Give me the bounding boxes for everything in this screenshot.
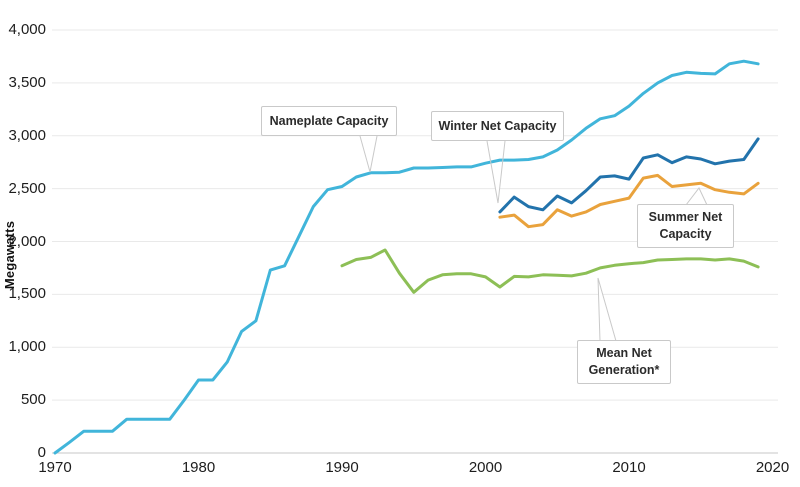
y-tick-label: 0 (37, 444, 46, 461)
y-axis-title: Megawatts (2, 220, 17, 290)
y-tick-label: 2,500 (8, 179, 46, 197)
annotation-winter-net-capacity: Winter Net Capacity (431, 111, 564, 141)
x-tick-label: 2000 (468, 459, 503, 476)
x-tick-label: 1990 (325, 459, 359, 476)
x-tick-label: 1980 (181, 459, 216, 476)
series-nameplate-capacity (53, 59, 760, 455)
callout-pointer-fill (360, 136, 377, 172)
y-tick-label: 3,500 (8, 73, 46, 91)
callout-pointer-outline (597, 277, 617, 342)
callout-pointer-outline (685, 187, 708, 206)
series-winter-net-capacity (498, 137, 760, 214)
y-tick-label: 500 (20, 391, 46, 409)
x-tick-label: 2020 (755, 459, 790, 476)
y-tick-label: 3,000 (8, 126, 46, 144)
annotation-summer-net-capacity: Summer Net Capacity (637, 204, 734, 248)
annotation-nameplate-capacity-label: Nameplate Capacity (269, 113, 389, 128)
annotation-summer-net-capacity-label: Summer Net Capacity (648, 210, 723, 241)
callout-pointer-outline (359, 135, 378, 173)
annotation-winter-net-capacity-label: Winter Net Capacity (438, 118, 557, 133)
x-tick-label: 1970 (38, 459, 72, 476)
series-mean-net-generation (340, 248, 760, 294)
callout-pointer-fill (686, 188, 707, 205)
callout-pointer-outline (486, 140, 506, 204)
x-tick-label: 2010 (612, 459, 646, 476)
y-tick-label: 1,500 (8, 285, 46, 303)
y-tick-label: 4,000 (8, 21, 46, 38)
y-tick-label: 1,000 (8, 338, 46, 356)
y-tick-label: 2,000 (8, 232, 46, 250)
annotation-nameplate-capacity: Nameplate Capacity (261, 106, 397, 136)
annotation-mean-net-generation-label: Mean Net Generation* (588, 346, 660, 377)
series-summer-net-capacity (498, 173, 760, 229)
callout-pointer-fill (487, 141, 505, 203)
annotation-mean-net-generation: Mean Net Generation* (577, 340, 671, 384)
